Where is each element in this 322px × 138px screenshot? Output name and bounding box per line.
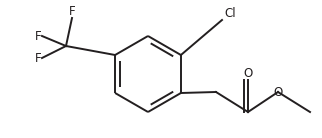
Text: F: F xyxy=(69,5,75,18)
Text: O: O xyxy=(273,86,283,99)
Text: Cl: Cl xyxy=(224,7,236,20)
Text: F: F xyxy=(35,30,42,43)
Text: F: F xyxy=(35,51,42,64)
Text: O: O xyxy=(243,67,253,80)
